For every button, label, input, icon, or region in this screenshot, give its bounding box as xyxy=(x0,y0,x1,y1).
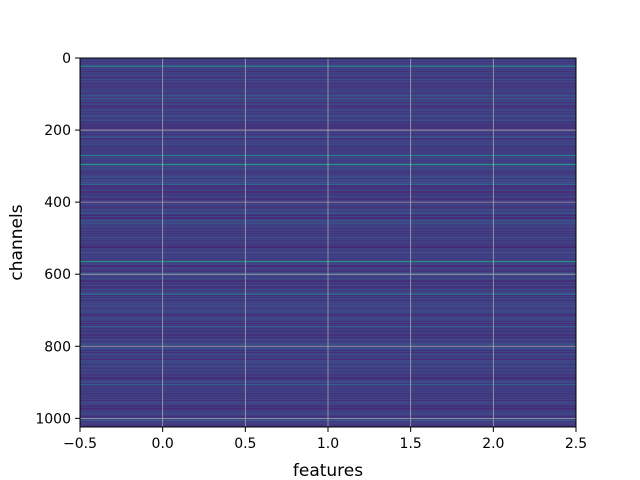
y-tick-label: 600 xyxy=(44,267,71,283)
x-tick-label: 1.0 xyxy=(317,436,339,452)
y-tick-label: 800 xyxy=(44,339,71,355)
x-tick-label: 1.5 xyxy=(400,436,422,452)
y-tick-label: 1000 xyxy=(35,411,71,427)
y-axis-label: channels xyxy=(7,204,27,280)
x-tick-label: 0.5 xyxy=(234,436,256,452)
x-tick-label: −0.5 xyxy=(63,436,97,452)
x-axis-label: features xyxy=(293,461,363,480)
y-tick-label: 200 xyxy=(44,123,71,139)
x-tick-label: 0.0 xyxy=(152,436,174,452)
x-axis: −0.5 0.0 0.5 1.0 1.5 2.0 2.5 xyxy=(63,427,587,452)
y-tick-label: 400 xyxy=(44,195,71,211)
x-tick-label: 2.5 xyxy=(565,436,587,452)
y-tick-label: 0 xyxy=(62,51,71,67)
y-axis: 0 200 400 600 800 1000 xyxy=(35,51,80,427)
x-tick-label: 2.0 xyxy=(482,436,504,452)
